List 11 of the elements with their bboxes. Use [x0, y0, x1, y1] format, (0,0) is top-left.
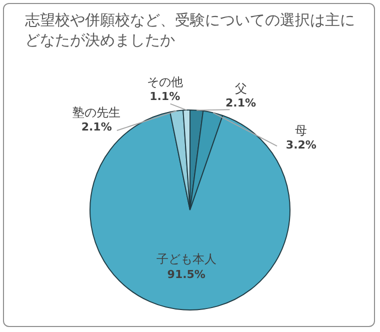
slice-label: 子ども本人 — [156, 252, 216, 266]
slice-label: 母 — [295, 124, 308, 138]
data-label: 3.2% — [286, 138, 316, 152]
data-label: 1.1% — [150, 90, 180, 104]
data-label: 2.1% — [225, 96, 256, 110]
chart-title: 志望校や併願校など、受験についての選択は主にどなたが決めましたか — [25, 10, 355, 50]
slice-label: 父 — [234, 82, 247, 96]
slice-label: 塾の先生 — [72, 106, 121, 120]
data-label: 91.5% — [167, 268, 206, 281]
data-label: 2.1% — [81, 120, 112, 134]
slice-label: その他 — [146, 75, 183, 90]
